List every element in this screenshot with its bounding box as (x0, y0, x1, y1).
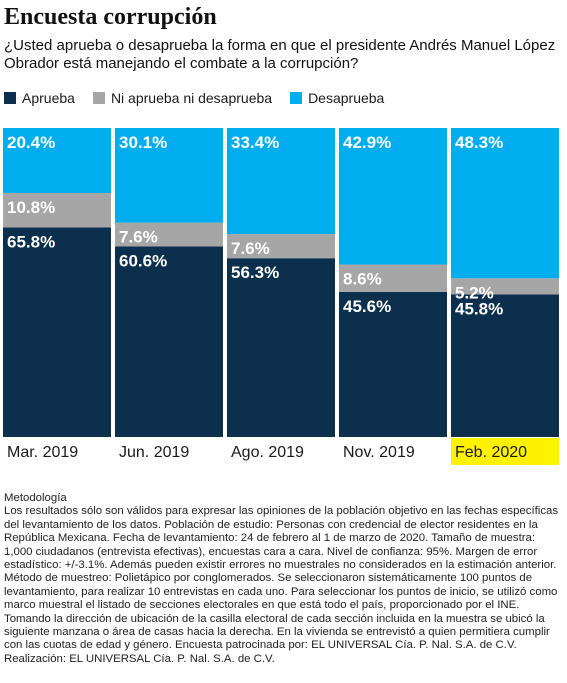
methodology-note: Metodología Los resultados sólo son váli… (4, 492, 564, 666)
bar-label-aprueba-3: 45.6% (343, 297, 391, 316)
bar-desaprueba-1 (115, 128, 223, 223)
legend-label-desaprueba: Desaprueba (308, 90, 385, 106)
bar-label-aprueba-0: 65.8% (7, 232, 55, 251)
bar-desaprueba-2 (227, 128, 335, 235)
bar-ni-4 (451, 278, 559, 295)
legend-swatch-ni (92, 92, 105, 104)
bar-desaprueba-3 (339, 128, 447, 265)
bar-label-desaprueba-3: 42.9% (343, 133, 391, 152)
bar-desaprueba-0 (3, 128, 111, 193)
chart-title: Encuesta corrupción (4, 4, 217, 30)
legend-label-aprueba: Aprueba (22, 90, 75, 106)
bar-ni-3 (339, 264, 447, 292)
bar-label-ni-1: 7.6% (119, 228, 158, 247)
bar-desaprueba-4 (451, 128, 559, 279)
legend-label-ni: Ni aprueba ni desaprueba (110, 90, 273, 106)
chart-subtitle: ¿Usted aprueba o desaprueba la forma en … (4, 37, 556, 72)
bar-aprueba-1 (115, 246, 223, 437)
bar-aprueba-3 (339, 291, 447, 437)
legend-swatch-aprueba (4, 92, 16, 104)
bar-label-aprueba-2: 56.3% (231, 263, 279, 282)
bar-label-aprueba-4: 45.8% (455, 299, 503, 318)
bar-label-ni-0: 10.8% (7, 198, 55, 217)
bar-label-ni-3: 8.6% (343, 270, 382, 289)
category-label-2: Ago. 2019 (231, 444, 304, 461)
bar-aprueba-4 (451, 294, 559, 437)
category-highlight (451, 438, 559, 465)
category-label-1: Jun. 2019 (119, 444, 189, 461)
bar-ni-0 (3, 192, 111, 228)
bar-aprueba-0 (3, 227, 111, 437)
bar-label-desaprueba-2: 33.4% (231, 133, 279, 152)
bar-label-ni-4: 5.2% (455, 283, 494, 302)
stacked-bar-chart: 65.8% 10.8% 20.4% Mar. 2019 60.6% 7.6% 30.1% Ju… (3, 128, 559, 465)
methodology-credit: Realización: EL UNIVERSAL Cía. P. Nal. S… (4, 652, 275, 665)
bar-aprueba-2 (227, 258, 335, 437)
methodology-text: Los resultados sólo son válidos para exp… (4, 505, 559, 652)
bar-ni-2 (227, 234, 335, 259)
legend-item-desaprueba: Desaprueba (290, 90, 384, 106)
legend-swatch-desaprueba (290, 92, 303, 104)
legend: Aprueba Ni aprueba ni desaprueba Desapru… (4, 90, 402, 106)
bar-ni-1 (115, 222, 223, 247)
category-label-0: Mar. 2019 (7, 444, 78, 461)
bar-label-desaprueba-0: 20.4% (7, 133, 55, 152)
legend-item-ni: Ni aprueba ni desaprueba (92, 90, 273, 106)
bar-label-ni-2: 7.6% (231, 239, 270, 258)
category-label-3: Nov. 2019 (343, 444, 415, 461)
methodology-title: Metodología (4, 492, 67, 504)
legend-item-aprueba: Aprueba (4, 90, 75, 106)
bar-label-aprueba-1: 60.6% (119, 252, 167, 271)
bar-label-desaprueba-1: 30.1% (119, 133, 167, 152)
category-label-4: Feb. 2020 (455, 444, 527, 461)
bar-label-desaprueba-4: 48.3% (455, 133, 503, 152)
